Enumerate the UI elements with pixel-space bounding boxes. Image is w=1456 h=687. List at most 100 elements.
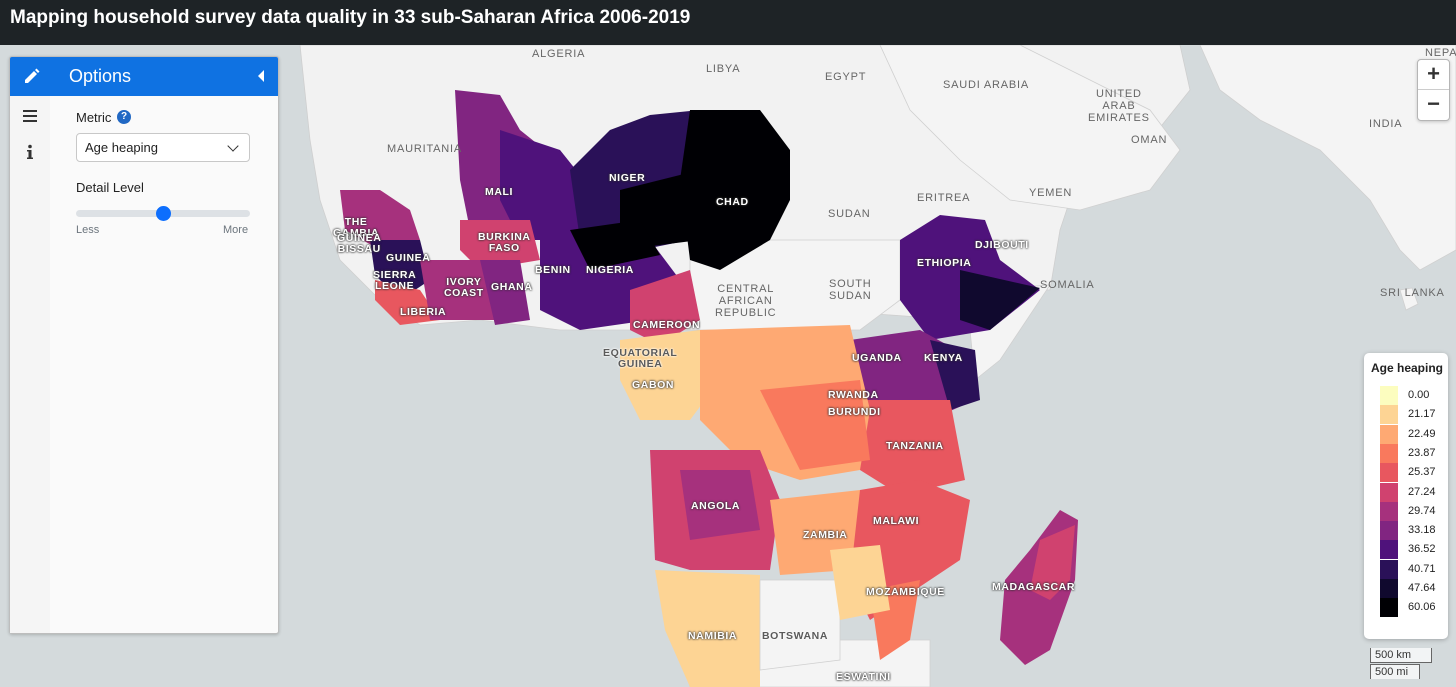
label-djibouti: DJIBOUTI — [975, 239, 1029, 251]
menu-icon[interactable] — [22, 108, 38, 124]
legend-swatch — [1380, 463, 1398, 483]
label-mauritania: MAURITANIA — [387, 143, 463, 155]
panel-sidebar — [10, 96, 50, 633]
region-burkina — [460, 220, 540, 270]
legend-item: 21.17 — [1380, 405, 1448, 425]
label-india: INDIA — [1369, 118, 1403, 130]
label-burundi: BURUNDI — [828, 406, 881, 418]
legend-item: 22.49 — [1380, 424, 1448, 444]
label-saudi-arabia: SAUDI ARABIA — [943, 79, 1030, 91]
label-oman: OMAN — [1131, 134, 1168, 146]
region-cameroon — [630, 270, 700, 345]
legend-item: 36.52 — [1380, 540, 1448, 560]
label-uae: UNITED ARAB EMIRATES — [1088, 88, 1150, 124]
pencil-icon[interactable] — [22, 66, 42, 86]
region-kenya — [930, 340, 980, 410]
metric-select[interactable]: Age heaping — [76, 133, 250, 162]
region-ivory — [420, 260, 500, 320]
legend-item: 33.18 — [1380, 521, 1448, 541]
slider-max-label: More — [223, 224, 249, 236]
region-tanzania — [860, 400, 965, 495]
label-madagascar: MADAGASCAR — [992, 581, 1075, 593]
legend-item: 27.24 — [1380, 482, 1448, 502]
legend-swatch — [1380, 424, 1398, 444]
options-panel-title: Options — [69, 66, 132, 86]
legend-swatch — [1380, 559, 1398, 579]
legend-value: 47.64 — [1408, 582, 1436, 594]
region-madagascar-east — [1030, 525, 1075, 600]
label-guinea-bissau: GUINEA BISSAU — [337, 232, 382, 255]
label-benin: BENIN — [535, 264, 571, 276]
label-rwanda: RWANDA — [828, 389, 879, 401]
label-yemen: YEMEN — [1029, 187, 1073, 199]
legend-swatch — [1380, 579, 1398, 598]
legend-value: 27.24 — [1408, 485, 1436, 498]
legend-swatch — [1380, 540, 1398, 560]
label-liberia: LIBERIA — [400, 306, 447, 318]
label-cameroon: CAMEROON — [633, 319, 701, 331]
region-senegal — [340, 190, 420, 250]
region-ghana — [480, 260, 530, 325]
label-nigeria: NIGERIA — [586, 264, 634, 276]
legend-item: 29.74 — [1380, 501, 1448, 521]
region-sierra-liberia — [375, 280, 440, 325]
chevron-down-icon — [227, 140, 239, 152]
collapse-caret-icon[interactable] — [258, 70, 264, 82]
label-botswana: BOTSWANA — [762, 630, 829, 642]
legend-swatch — [1380, 443, 1398, 463]
scale-mi: 500 mi — [1370, 664, 1420, 679]
legend-value: 0.00 — [1408, 389, 1430, 401]
label-ethiopia: ETHIOPIA — [917, 257, 972, 269]
page-title: Mapping household survey data quality in… — [10, 7, 691, 28]
map-legend: Age heaping 0.00 21.17 22.49 23.87 25.37 27.2… — [1364, 353, 1448, 639]
label-car: CENTRAL AFRICAN REPUBLIC — [715, 283, 777, 319]
label-mozambique: MOZAMBIQUE — [866, 586, 945, 598]
label-eswatini: ESWATINI — [836, 671, 891, 683]
label-sri-lanka: SRI LANKA — [1380, 287, 1445, 299]
zoom-in-button[interactable]: + — [1418, 60, 1449, 90]
label-zambia: ZAMBIA — [803, 529, 848, 541]
legend-swatch — [1380, 521, 1398, 541]
land-india — [1199, 45, 1456, 271]
label-tanzania: TANZANIA — [886, 440, 944, 452]
legend-item: 23.87 — [1380, 443, 1448, 463]
label-eritrea: ERITREA — [917, 192, 971, 204]
region-angola-center — [680, 470, 760, 540]
legend-item: 60.06 — [1380, 598, 1448, 618]
label-sierra-leone: SIERRA LEONE — [373, 269, 417, 292]
region-nigeria-north — [570, 220, 660, 270]
legend-value: 22.49 — [1408, 427, 1436, 440]
label-mali: MALI — [485, 186, 514, 198]
label-equatorial-guinea: EQUATORIAL GUINEA — [603, 347, 678, 370]
help-icon[interactable]: ? — [117, 110, 131, 124]
region-chad — [680, 110, 790, 270]
legend-value: 36.52 — [1408, 543, 1436, 556]
slider-thumb[interactable] — [155, 206, 171, 221]
label-algeria: ALGERIA — [532, 48, 586, 60]
options-panel-header[interactable]: Options — [10, 57, 278, 96]
info-icon[interactable] — [22, 144, 38, 160]
region-drc-east — [760, 380, 870, 470]
label-nepal: NEPA — [1425, 47, 1456, 59]
label-gambia: THE GAMBIA — [333, 216, 380, 239]
zoom-out-button[interactable]: − — [1427, 91, 1440, 116]
label-south-sudan: SOUTH SUDAN — [829, 278, 872, 302]
region-zimbabwe — [830, 545, 890, 620]
legend-item: 25.37 — [1380, 463, 1448, 483]
legend-value: 40.71 — [1408, 562, 1436, 575]
slider-min-label: Less — [76, 224, 100, 236]
label-gabon: GABON — [632, 379, 675, 391]
legend-swatch — [1380, 501, 1398, 521]
label-namibia: NAMIBIA — [688, 630, 738, 642]
scale-km: 500 km — [1370, 648, 1432, 663]
label-ivory-coast: IVORY COAST — [444, 276, 484, 299]
legend-value: 23.87 — [1408, 446, 1436, 459]
detail-level-label: Detail Level — [76, 180, 144, 195]
region-mali-central — [500, 130, 600, 240]
legend-swatch — [1380, 482, 1398, 502]
region-namibia — [655, 570, 760, 687]
legend-value: 29.74 — [1408, 504, 1436, 517]
label-egypt: EGYPT — [825, 71, 867, 83]
label-sudan: SUDAN — [828, 208, 871, 220]
zoom-control: + − — [1417, 59, 1450, 121]
